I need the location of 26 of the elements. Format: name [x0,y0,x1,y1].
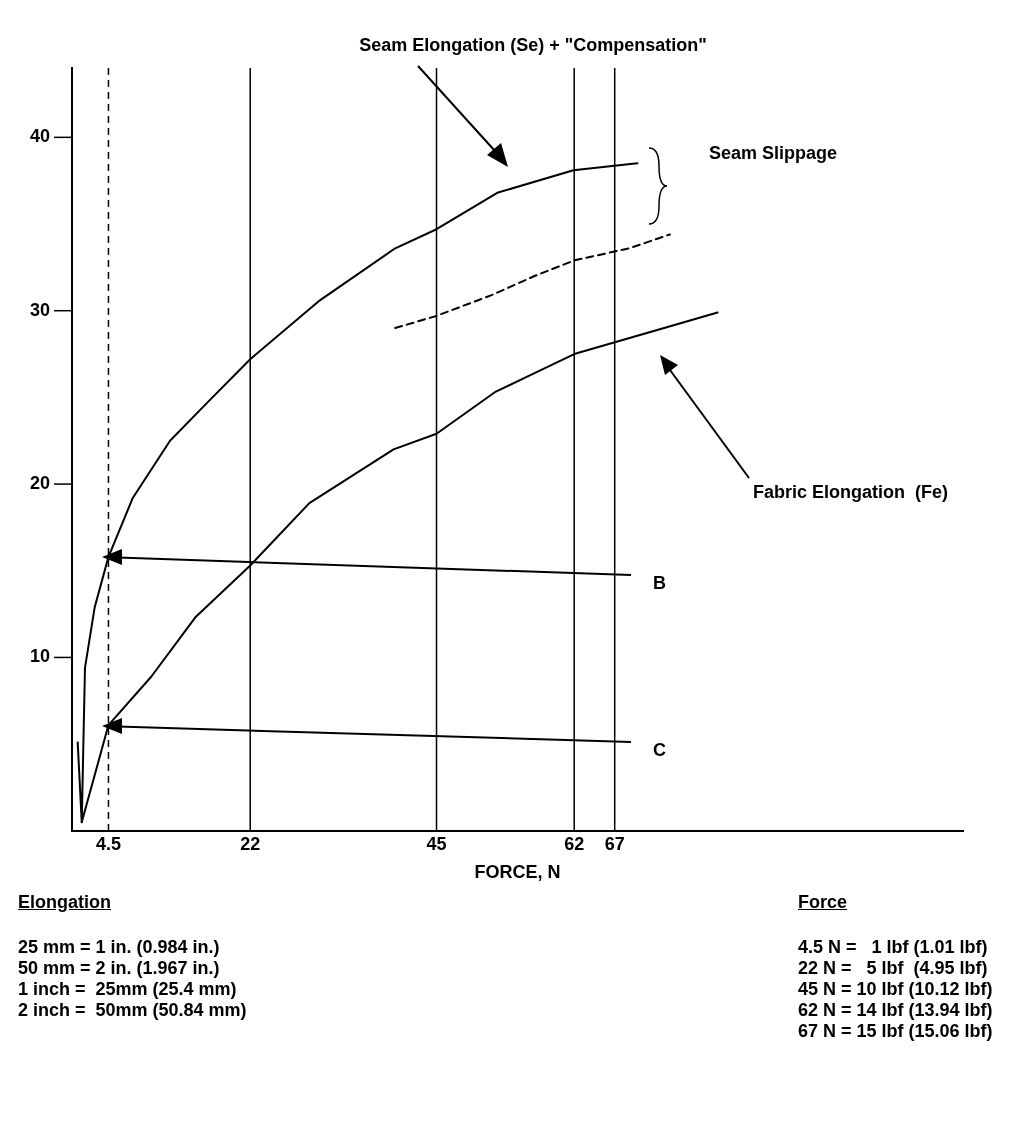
text: 67 N = 15 lbf (15.06 lbf) [798,1021,994,1042]
y-tick-label: 30 [29,299,51,320]
annotation: Fabric Elongation (Fe) [753,482,949,503]
y-tick-label: 10 [29,646,51,667]
text: 4.5 N = 1 lbf (1.01 lbf) [798,937,989,958]
annotation: Seam Slippage [709,143,838,164]
text: 62 N = 14 lbf (13.94 lbf) [798,1000,994,1021]
text: 1 inch = 25mm (25.4 mm) [18,979,238,1000]
x-tick-label: 45 [426,833,447,854]
x-axis-title: FORCE, N [474,862,561,883]
annotation: C [653,740,666,761]
text: Force [798,892,849,913]
y-tick-label: 40 [29,126,51,147]
text: Seam Elongation (Se) + "Compensation" [359,35,707,56]
x-tick-label: 67 [604,833,625,854]
x-tick-label: 22 [240,833,261,854]
text: 50 mm = 2 in. (1.967 in.) [18,958,221,979]
x-tick-label: 4.5 [95,833,121,854]
text: 2 inch = 50mm (50.84 mm) [18,1000,248,1021]
text: 45 N = 10 lbf (10.12 lbf) [798,979,994,1000]
text: Elongation [18,892,112,913]
annotation: B [653,573,666,594]
y-tick-label: 20 [29,473,51,494]
text: 22 N = 5 lbf (4.95 lbf) [798,958,989,979]
text: 25 mm = 1 in. (0.984 in.) [18,937,221,958]
x-tick-label: 62 [564,833,585,854]
